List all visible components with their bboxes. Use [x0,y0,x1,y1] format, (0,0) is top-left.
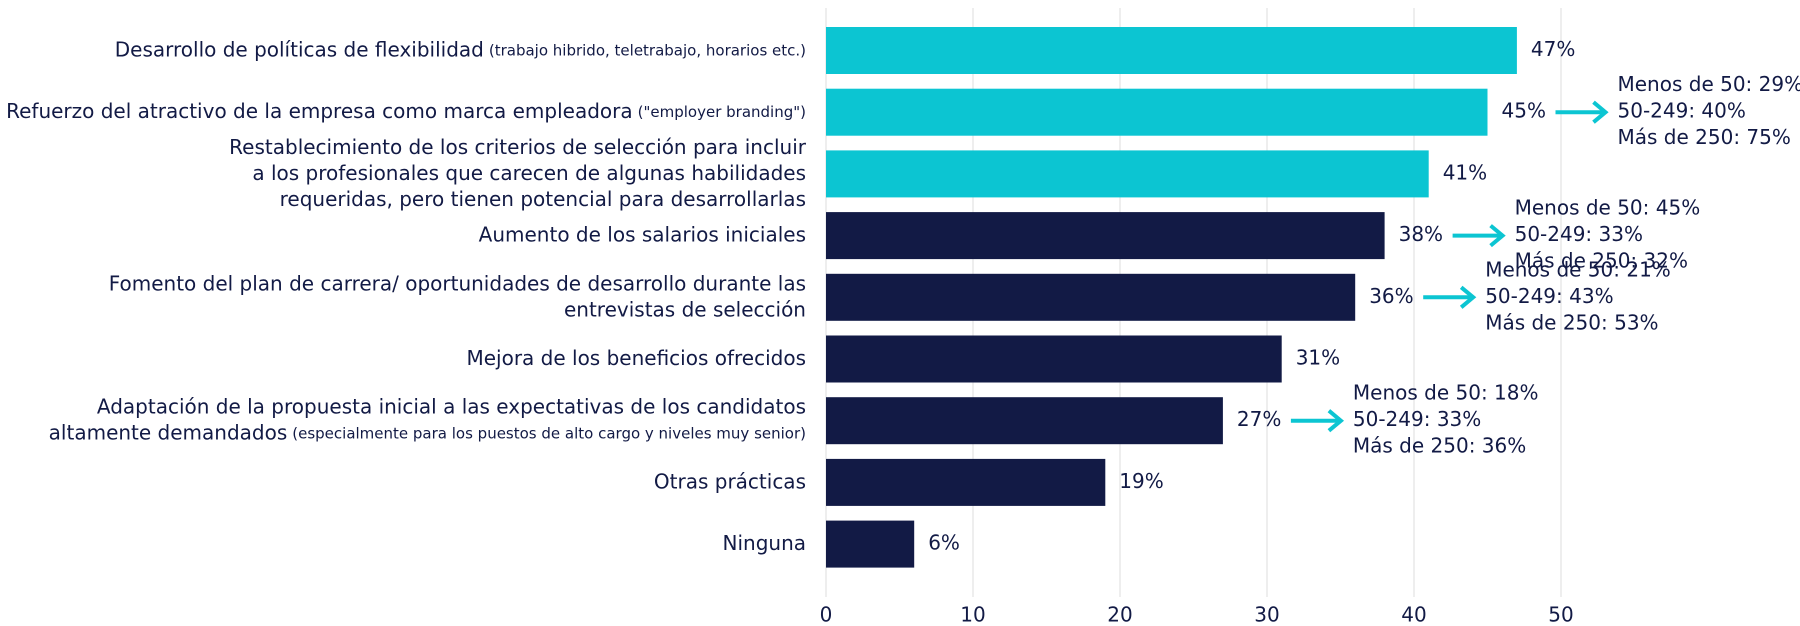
category-text: Refuerzo del atractivo de la empresa com… [6,99,633,123]
category-label: Fomento del plan de carrera/ oportunidad… [109,271,806,295]
value-label: 36% [1369,284,1413,308]
category-note: ("employer branding") [638,103,806,121]
annotation-line: Más de 250: 53% [1485,310,1658,334]
bar [826,520,915,568]
category-text: Aumento de los salarios iniciales [479,222,806,246]
annotation-line: Menos de 50: 45% [1515,196,1701,220]
value-label: 27% [1237,407,1281,431]
annotation-line: 50-249: 33% [1353,407,1481,431]
category-label: requeridas, pero tienen potencial para d… [280,186,806,210]
bar [826,335,1282,383]
category-text: Adaptación de la propuesta inicial a las… [97,394,806,418]
bar [826,27,1517,74]
x-tick-label: 0 [820,603,833,626]
value-label: 31% [1296,346,1340,370]
arrow-head [1489,224,1506,248]
category-note: (especialmente para los puestos de alto … [292,424,806,442]
x-tick-label: 10 [960,603,985,626]
annotation-line: Más de 250: 36% [1353,434,1526,458]
value-label: 6% [928,531,960,555]
category-text: requeridas, pero tienen potencial para d… [280,186,806,210]
arrow-head [1459,285,1477,309]
category-text: altamente demandados [49,420,288,444]
category-text: Desarrollo de políticas de flexibilidad [115,37,484,61]
value-label: 19% [1119,469,1163,493]
annotation-line: 50-249: 33% [1515,222,1643,246]
category-label: Adaptación de la propuesta inicial a las… [97,394,806,418]
category-text: entrevistas de selección [564,297,806,321]
annotation-line: Menos de 50: 21% [1485,257,1671,281]
annotation-line: Más de 250: 75% [1618,125,1791,149]
category-text: Fomento del plan de carrera/ oportunidad… [109,271,806,295]
annotation-line: Menos de 50: 18% [1353,381,1539,405]
annotation-line: Menos de 50: 29% [1618,72,1800,96]
category-label: a los profesionales que carecen de algun… [252,160,806,184]
annotation-line: 50-249: 40% [1618,99,1746,123]
category-label: altamente demandados (especialmente para … [49,420,806,444]
bar [826,212,1385,260]
bar [826,273,1356,321]
category-label: Restablecimiento de los criterios de sel… [229,134,807,158]
x-tick-label: 20 [1107,603,1132,626]
annotation-line: Más de 250: 32% [1515,249,1688,273]
x-tick-label: 30 [1254,603,1279,626]
category-text: a los profesionales que carecen de algun… [252,160,806,184]
category-label: Desarrollo de políticas de flexibilidad (… [115,37,806,61]
value-label: 47% [1531,37,1575,61]
bar [826,458,1106,506]
category-label: Refuerzo del atractivo de la empresa com… [6,99,806,123]
category-label: Ninguna [723,531,807,555]
bar [826,397,1223,445]
x-tick-label: 50 [1548,603,1573,626]
category-text: Ninguna [723,531,807,555]
bar [826,88,1488,136]
annotation-line: 50-249: 43% [1485,284,1613,308]
category-label: Mejora de los beneficios ofrecidos [466,346,806,370]
category-text: Mejora de los beneficios ofrecidos [466,346,806,370]
category-text: Otras prácticas [654,469,806,493]
category-label: Otras prácticas [654,469,806,493]
x-tick-label: 40 [1401,603,1426,626]
arrow-head [1327,409,1345,433]
bar [826,150,1429,198]
value-label: 41% [1443,160,1487,184]
category-note: (trabajo hibrido, teletrabajo, horarios … [489,41,806,59]
category-label: Aumento de los salarios iniciales [479,222,806,246]
value-label: 45% [1502,99,1546,123]
category-text: Restablecimiento de los criterios de sel… [229,134,807,158]
category-label: entrevistas de selección [564,297,806,321]
arrow-head [1592,100,1609,124]
value-label: 38% [1399,222,1443,246]
